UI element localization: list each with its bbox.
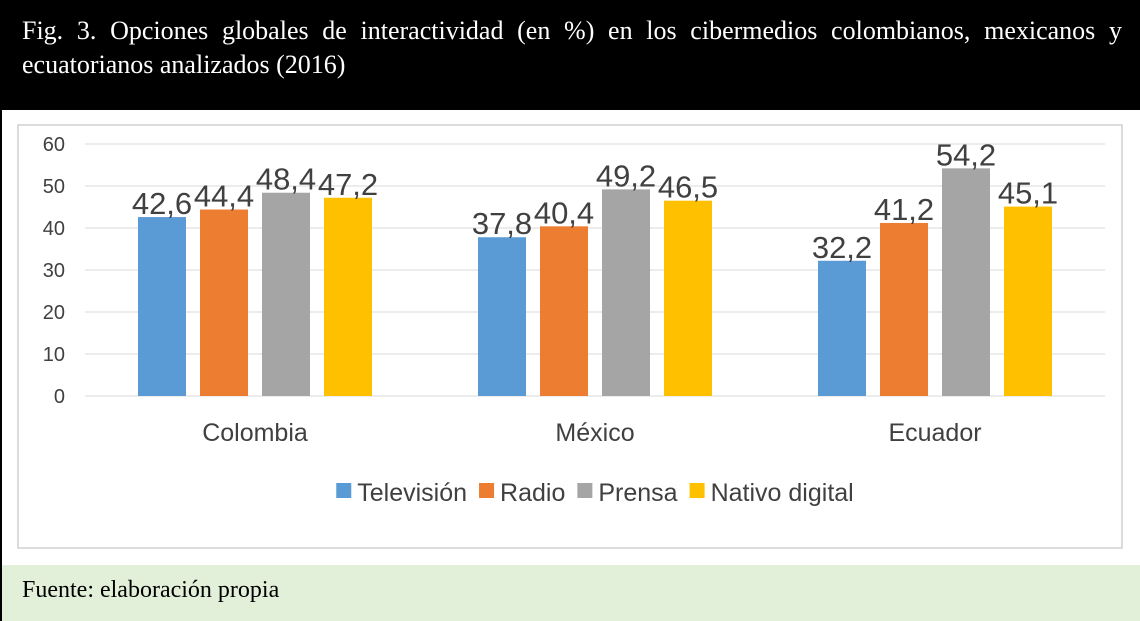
bar <box>540 226 588 396</box>
bar <box>880 222 928 396</box>
x-tick-label: Ecuador <box>888 419 981 447</box>
footer: Fuente: elaboración propia <box>0 565 1140 621</box>
data-label: 48,4 <box>256 162 316 197</box>
bar <box>324 197 372 396</box>
legend-label: Prensa <box>598 479 677 507</box>
y-tick-label: 30 <box>43 260 65 282</box>
legend-label: Televisión <box>357 479 467 507</box>
data-label: 44,4 <box>194 179 254 214</box>
bar <box>602 189 650 396</box>
bar <box>200 209 248 396</box>
legend-swatch <box>336 483 352 498</box>
legend-swatch <box>479 483 495 498</box>
data-label: 49,2 <box>596 158 656 193</box>
y-tick-label: 10 <box>43 344 65 366</box>
legend-swatch <box>577 483 593 498</box>
data-label: 41,2 <box>874 192 934 227</box>
source-note: Fuente: elaboración propia <box>22 577 280 603</box>
x-tick-label: México <box>555 419 634 447</box>
data-label: 45,1 <box>998 176 1058 211</box>
bar <box>942 168 990 396</box>
y-tick-label: 0 <box>54 386 65 408</box>
legend-label: Radio <box>500 479 565 507</box>
header: Fig. 3. Opciones globales de interactivi… <box>0 0 1140 110</box>
y-tick-label: 20 <box>43 302 65 324</box>
data-label: 37,8 <box>472 206 532 241</box>
bar <box>664 200 712 396</box>
chart: 0 10 20 30 40 50 60 Colombia 42,6 44,4 48,4 47,2 Méx… <box>17 124 1123 549</box>
y-tick-label: 50 <box>43 176 65 198</box>
data-label: 47,2 <box>318 167 378 202</box>
figure-title: Fig. 3. Opciones globales de interactivi… <box>22 16 1122 79</box>
bar <box>138 217 186 396</box>
data-label: 46,5 <box>658 170 718 205</box>
legend-swatch <box>689 483 705 498</box>
y-tick-label: 40 <box>43 218 65 240</box>
y-tick-label: 60 <box>43 134 65 156</box>
bar <box>818 260 866 396</box>
x-tick-label: Colombia <box>202 419 308 447</box>
chart-cell <box>0 110 1140 565</box>
data-label: 42,6 <box>132 186 192 221</box>
data-label: 40,4 <box>534 195 594 230</box>
data-label: 54,2 <box>936 137 996 172</box>
legend-label: Nativo digital <box>711 479 854 507</box>
bar <box>1004 206 1052 396</box>
bar <box>478 237 526 396</box>
data-label: 32,2 <box>812 230 872 265</box>
bar <box>262 192 310 396</box>
